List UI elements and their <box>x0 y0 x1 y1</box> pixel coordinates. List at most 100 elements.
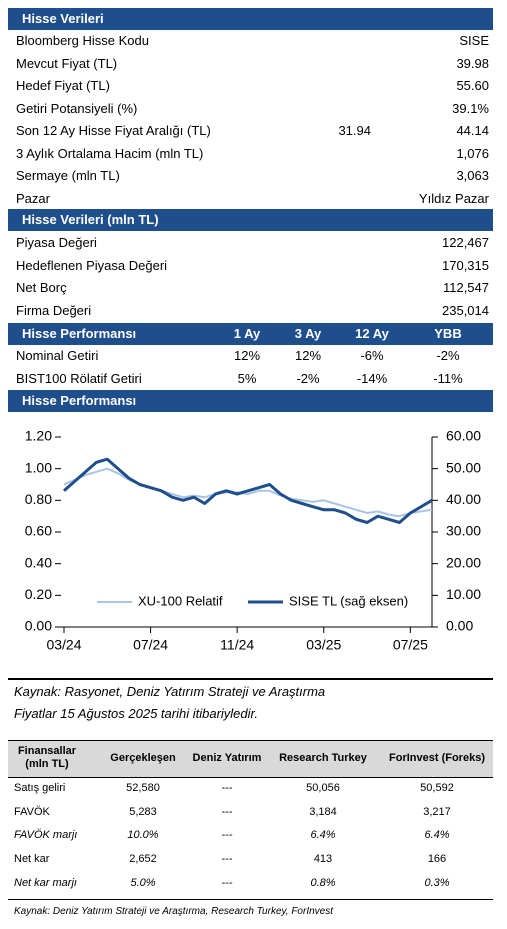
row-value: 5,283 <box>129 805 157 818</box>
row-label: Firma Değeri <box>16 302 92 318</box>
row-label: Getiri Potansiyeli (%) <box>16 100 138 116</box>
column-header: ForInvest (Foreks) <box>389 751 485 764</box>
row-value: 12% <box>233 348 261 363</box>
row-value: -2% <box>296 371 320 386</box>
row-label: 3 Aylık Ortalama Hacim (mln TL) <box>16 145 204 161</box>
row-label: Hedeflenen Piyasa Değeri <box>16 257 168 273</box>
row-label: Hedef Fiyat (TL) <box>16 78 110 93</box>
section-bar: Hisse Performansı <box>8 323 493 345</box>
footnote: Kaynak: Deniz Yatırım Strateji ve Araştı… <box>14 906 333 917</box>
row-value: 235,014 <box>442 302 489 318</box>
series-line <box>63 457 433 524</box>
column-header: 1 Ay <box>233 326 261 341</box>
row-value: 6.4% <box>310 829 336 842</box>
column-header: 3 Ay <box>294 326 322 341</box>
row-value: 3,217 <box>423 805 451 818</box>
row-value: --- <box>221 805 233 818</box>
row-value: 39.98 <box>456 55 489 71</box>
section-title: Hisse Verileri (mln TL) <box>22 212 159 227</box>
column-header: Finansallar (mln TL) <box>17 745 77 770</box>
row-value: 31.94 <box>338 123 371 138</box>
row-value: 0.8% <box>310 876 336 889</box>
row-value: 5% <box>237 371 257 386</box>
row-label: FAVÖK <box>14 805 50 818</box>
row-value: 413 <box>313 853 333 866</box>
row-label: Mevcut Fiyat (TL) <box>16 55 118 71</box>
row-value: --- <box>221 876 233 889</box>
y-tick-label: 0.00 <box>25 618 52 634</box>
section-bar: Hisse Verileri (mln TL) <box>8 209 493 231</box>
row-label: Pazar <box>16 190 50 206</box>
row-value: 39.1% <box>452 100 489 116</box>
y2-tick-label: 50.00 <box>446 459 481 475</box>
column-header: YBB <box>434 326 462 341</box>
legend-box <box>92 590 426 614</box>
x-tick-label: 07/25 <box>393 637 428 653</box>
source-line: Fiyatlar 15 Ağustos 2025 tarihi itibariy… <box>14 706 258 721</box>
x-tick-label: 11/24 <box>220 637 254 653</box>
row-label: Satış geliri <box>14 782 66 794</box>
x-tick-label: 03/24 <box>46 637 81 653</box>
series-line <box>63 467 433 518</box>
row-value: 10.0% <box>127 829 159 842</box>
column-header: Gerçekleşen <box>110 751 176 764</box>
section-title: Hisse Performansı <box>22 326 137 341</box>
separator <box>8 899 493 900</box>
row-value: -11% <box>433 371 463 386</box>
row-label: BIST100 Rölatif Getiri <box>16 371 142 386</box>
row-value: 3,184 <box>309 805 337 818</box>
row-label: Piyasa Değeri <box>16 235 97 250</box>
y-tick-label: 0.80 <box>25 491 52 507</box>
row-value: --- <box>221 782 233 794</box>
y2-tick-label: 20.00 <box>446 554 481 570</box>
legend-label: XU-100 Relatif <box>138 593 223 608</box>
y2-tick-label: 30.00 <box>446 523 481 539</box>
row-value: 12% <box>294 348 322 363</box>
y-tick-label: 0.60 <box>25 523 52 539</box>
row-value: -14% <box>356 371 388 386</box>
column-header: Deniz Yatırım <box>192 751 262 764</box>
row-value: 6.4% <box>424 829 450 842</box>
row-label: Nominal Getiri <box>16 348 99 363</box>
column-header: Research Turkey <box>279 751 367 764</box>
row-value: -6% <box>360 348 384 363</box>
y2-tick-label: 0.00 <box>446 618 473 634</box>
table-header-bg <box>8 740 493 778</box>
x-tick-label: 07/24 <box>133 637 168 653</box>
row-value: --- <box>221 853 233 866</box>
row-label: Bloomberg Hisse Kodu <box>16 33 149 48</box>
row-value: Yıldız Pazar <box>418 190 489 206</box>
row-value: 52,580 <box>126 782 160 794</box>
row-value: 122,467 <box>442 235 489 250</box>
row-value: 3,063 <box>456 168 489 183</box>
legend-label: SISE TL (sağ eksen) <box>289 593 408 608</box>
source-line: Kaynak: Rasyonet, Deniz Yatırım Strateji… <box>14 684 326 699</box>
row-value: --- <box>221 829 233 842</box>
section-title: Hisse Performansı <box>22 393 137 408</box>
row-value: 44.14 <box>456 123 489 138</box>
separator <box>8 678 493 680</box>
row-label: Sermaye (mln TL) <box>16 168 120 183</box>
row-value: 5.0% <box>130 876 156 889</box>
row-label: Net kar <box>14 853 50 866</box>
x-tick-label: 03/25 <box>306 637 341 653</box>
row-label: FAVÖK marjı <box>14 829 78 842</box>
y-tick-label: 0.40 <box>25 554 52 570</box>
y2-tick-label: 10.00 <box>446 586 481 602</box>
row-label: Net kar marjı <box>14 876 77 889</box>
y2-tick-label: 40.00 <box>446 491 481 507</box>
y2-tick-label: 60.00 <box>446 428 481 444</box>
row-label: Net Borç <box>16 280 67 296</box>
y-tick-label: 1.00 <box>25 459 52 475</box>
row-value: 2,652 <box>129 853 157 866</box>
y-tick-label: 1.20 <box>25 428 52 444</box>
row-value: 50,056 <box>306 782 340 794</box>
section-bar: Hisse Performansı <box>8 390 493 412</box>
section-title: Hisse Verileri <box>22 11 104 26</box>
row-label: Son 12 Ay Hisse Fiyat Aralığı (TL) <box>16 123 211 138</box>
column-header: 12 Ay <box>355 326 389 341</box>
row-value: SISE <box>459 33 489 48</box>
row-value: 1,076 <box>456 145 489 161</box>
